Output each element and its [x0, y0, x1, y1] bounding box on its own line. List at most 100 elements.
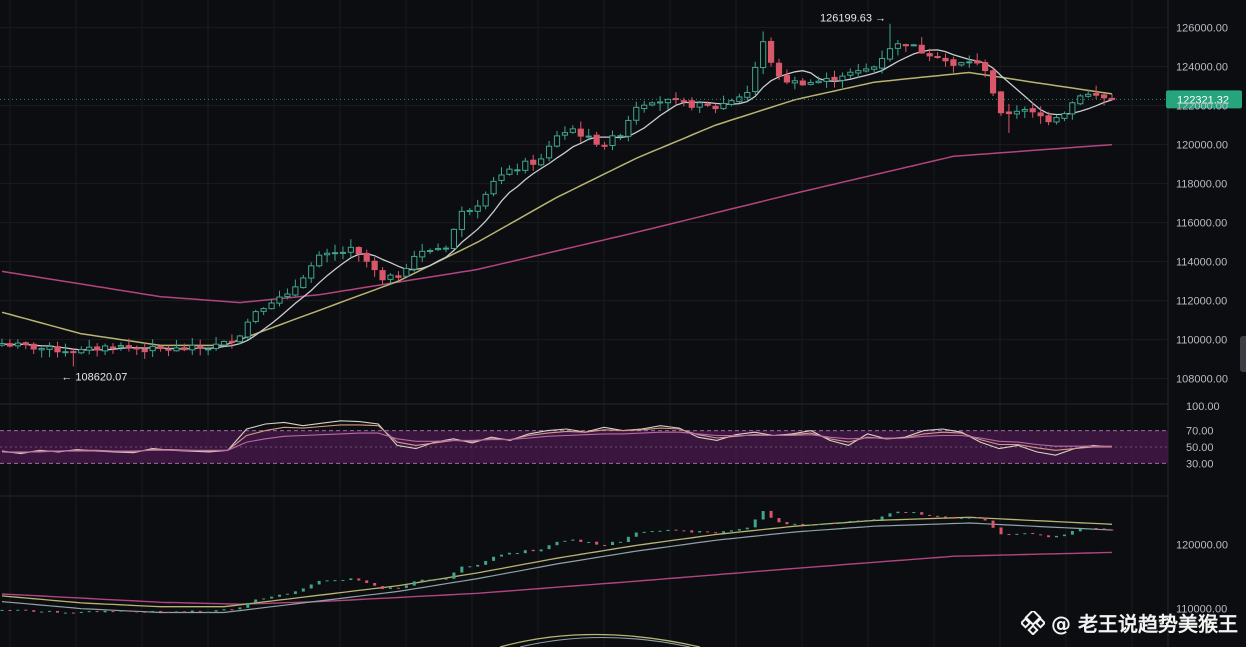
candle — [974, 53, 981, 66]
candle-body — [6, 343, 14, 347]
overview-candle — [944, 516, 947, 518]
overview-candle — [1015, 533, 1019, 535]
candle-body — [878, 57, 886, 69]
overview-candle — [729, 530, 733, 532]
overview-candle — [0, 609, 4, 611]
candle — [791, 76, 798, 90]
overview-candle — [1102, 528, 1106, 530]
overview-candle — [618, 541, 622, 543]
candle — [347, 239, 354, 258]
overview-candle — [523, 550, 527, 554]
candle — [252, 309, 259, 324]
candle — [133, 345, 140, 356]
candle-body — [649, 102, 656, 106]
price-axis-label: 114000.00 — [1176, 257, 1227, 269]
overview-candle — [404, 585, 408, 588]
overview-candle — [991, 520, 995, 528]
candle-body — [284, 293, 291, 298]
candle-body — [30, 343, 37, 350]
overview-candle — [864, 519, 868, 521]
candle — [157, 345, 164, 352]
candle — [46, 342, 53, 358]
candle-body — [982, 62, 989, 72]
overview-candle — [967, 517, 971, 519]
binance-square-icon — [1021, 610, 1046, 635]
overview-candle — [174, 611, 178, 613]
candle — [625, 115, 632, 142]
overview-candle — [32, 610, 36, 612]
overview-candle — [595, 541, 599, 545]
rsi-axis-label: 50.00 — [1186, 442, 1214, 454]
candle — [1045, 111, 1052, 126]
candle — [672, 92, 680, 105]
candle-body — [989, 70, 997, 94]
candle — [942, 53, 949, 67]
candle-body — [918, 44, 925, 54]
overview-candle — [278, 594, 281, 597]
overview-candle — [87, 611, 91, 613]
candle-body — [117, 345, 125, 348]
candle — [30, 342, 37, 354]
candle-body — [498, 174, 505, 181]
candle — [6, 339, 14, 348]
overview-candle — [531, 549, 535, 552]
candle — [886, 23, 894, 62]
candle — [173, 340, 180, 352]
candle — [395, 271, 402, 281]
candle-body — [78, 349, 85, 354]
candle — [863, 63, 870, 73]
candle-body — [70, 351, 77, 354]
price-axis-label: 118000.00 — [1176, 179, 1227, 191]
candle-body — [379, 270, 386, 281]
overview-candle — [951, 516, 955, 519]
candle — [292, 279, 299, 297]
overview-candle — [190, 610, 194, 613]
candle-body — [522, 160, 529, 171]
overview-candle — [103, 610, 107, 613]
price-axis-label: 116000.00 — [1176, 218, 1227, 230]
overview-candle — [8, 609, 12, 611]
overview-candle — [373, 582, 377, 586]
candle — [371, 257, 378, 277]
candle-body — [974, 60, 981, 64]
candle — [799, 78, 806, 86]
overview-candle — [79, 611, 83, 613]
candle-body — [553, 135, 561, 147]
candle-body — [1037, 112, 1044, 117]
overview-candle — [920, 512, 924, 515]
overview-candle — [769, 510, 773, 518]
rsi-band — [0, 430, 1168, 464]
candle — [720, 95, 727, 111]
overview-candle — [1086, 528, 1090, 530]
overview-candle — [159, 610, 163, 612]
candle-body — [641, 104, 648, 110]
candle-body — [752, 66, 759, 93]
overview-candle — [206, 611, 210, 613]
candle-body — [736, 96, 743, 103]
candle-body — [173, 347, 180, 352]
panel-resize-handle[interactable] — [1240, 336, 1246, 372]
overview-candle — [642, 531, 646, 533]
overview-candle — [222, 609, 226, 611]
candle-body — [942, 57, 949, 62]
candle-body — [125, 345, 132, 348]
candle — [331, 244, 339, 261]
candle — [54, 341, 61, 358]
overview-candle — [285, 593, 289, 595]
candle — [458, 206, 465, 237]
watermark-text: @ 老王说趋势美猴王 — [1051, 612, 1238, 636]
candle-body — [292, 286, 299, 296]
candle-body — [593, 134, 600, 145]
overview-candle — [555, 541, 559, 546]
candle — [419, 243, 426, 263]
candle — [831, 70, 838, 88]
overview-candle — [507, 552, 511, 555]
candle — [553, 130, 561, 148]
candle-body — [181, 347, 188, 351]
overview-candle — [452, 572, 456, 579]
candle — [236, 334, 243, 345]
candle — [894, 40, 902, 56]
candle-body — [839, 75, 846, 81]
candle-body — [506, 168, 513, 175]
